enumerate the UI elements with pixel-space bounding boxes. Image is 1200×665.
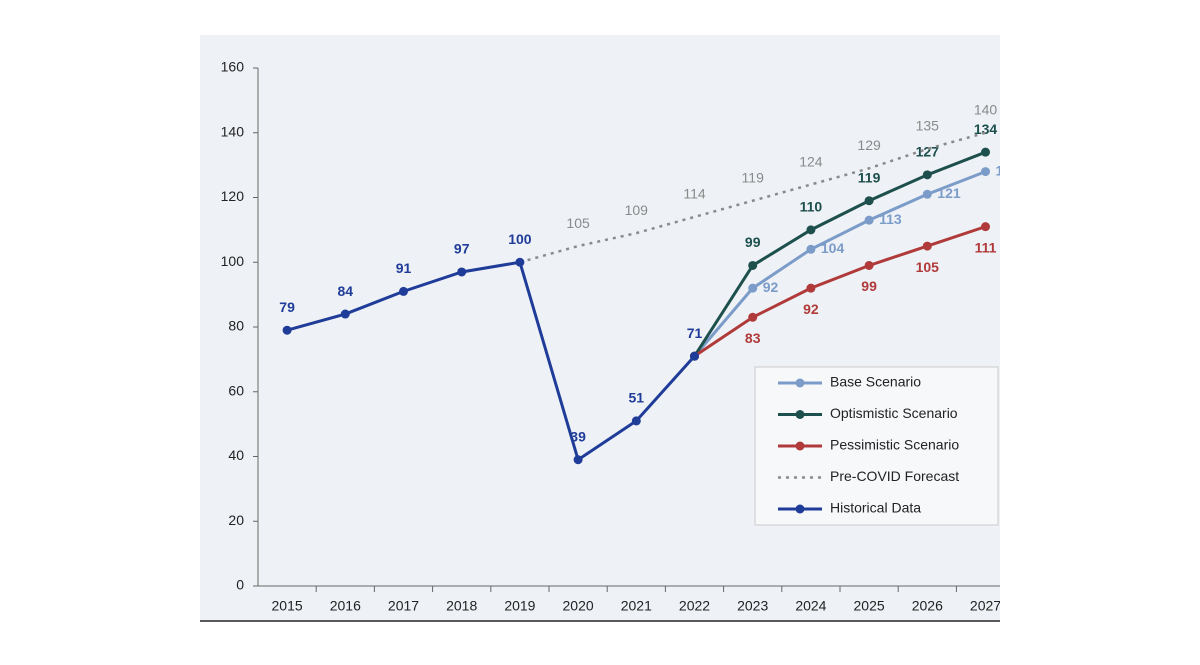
data-label: 104 — [821, 240, 845, 256]
legend-label: Pessimistic Scenario — [830, 437, 959, 453]
point — [981, 222, 990, 232]
data-label: 140 — [974, 101, 998, 117]
x-tick-label: 2015 — [272, 598, 303, 614]
data-label: 111 — [975, 239, 997, 255]
chart-panel — [200, 35, 1000, 620]
x-tick-label: 2025 — [854, 598, 885, 614]
data-label: 100 — [508, 231, 532, 247]
data-label: 124 — [799, 153, 823, 169]
x-tick-label: 2021 — [621, 598, 652, 614]
y-tick-label: 80 — [228, 318, 244, 334]
y-tick-label: 120 — [221, 188, 245, 204]
data-label: 110 — [800, 199, 823, 215]
series-line — [519, 131, 986, 264]
x-tick-label: 2023 — [737, 598, 768, 614]
legend: Base Scenario Optismistic Scenario Pessimi… — [754, 366, 999, 526]
data-label: 99 — [861, 278, 877, 294]
data-label: 51 — [629, 390, 645, 406]
y-tick-label: 140 — [221, 123, 245, 139]
y-tick-label: 60 — [228, 382, 244, 398]
point — [515, 257, 525, 267]
series-line — [693, 225, 986, 358]
x-tick-label: 2026 — [912, 598, 943, 614]
y-tick-label: 0 — [236, 577, 244, 593]
series-line — [286, 260, 696, 463]
x-tick-label: 2022 — [679, 598, 710, 614]
data-label: 129 — [857, 137, 881, 153]
point — [282, 325, 292, 335]
legend-label: Base Scenario — [830, 374, 921, 390]
point — [922, 170, 932, 180]
data-label: 84 — [338, 283, 354, 299]
y-tick-label: 20 — [228, 512, 244, 528]
point — [864, 260, 874, 270]
legend-marker — [795, 504, 805, 514]
point — [806, 244, 816, 254]
data-label: 105 — [916, 259, 940, 275]
x-tick-label: 2016 — [330, 598, 361, 614]
x-tick-label: 2020 — [563, 598, 594, 614]
data-label: 92 — [803, 301, 819, 317]
legend-label: Historical Data — [830, 500, 921, 516]
point — [340, 309, 350, 319]
y-tick-label: 100 — [221, 253, 245, 269]
data-label: 39 — [570, 428, 586, 444]
x-tick-label: 2018 — [446, 598, 477, 614]
data-label: 79 — [279, 299, 295, 315]
plot: 0 20 40 60 80 100 120 140 160 2015 2016 2017 2018 201… — [221, 59, 1020, 614]
data-label: 114 — [683, 186, 706, 202]
data-label: 119 — [858, 169, 881, 185]
data-label: 134 — [974, 121, 998, 137]
point — [573, 455, 583, 465]
point — [864, 215, 874, 225]
point — [631, 416, 641, 426]
y-tick-label: 40 — [228, 447, 244, 463]
data-label: 109 — [625, 202, 649, 218]
y-tick-label: 160 — [221, 59, 245, 75]
point — [748, 312, 758, 322]
data-label: 119 — [742, 169, 765, 185]
data-label: 71 — [687, 325, 703, 341]
series-line — [693, 170, 987, 358]
data-label: 83 — [745, 330, 761, 346]
data-label: 97 — [454, 241, 470, 257]
data-label: 121 — [937, 185, 961, 201]
data-label: 127 — [916, 144, 940, 160]
data-label: 99 — [745, 234, 761, 250]
point — [748, 260, 758, 270]
x-tick-label: 2019 — [504, 598, 535, 614]
data-label: 91 — [396, 260, 412, 276]
point — [922, 241, 932, 251]
point — [457, 267, 467, 277]
point — [981, 147, 990, 157]
legend-marker — [795, 441, 805, 451]
series-line — [693, 150, 987, 357]
legend-label: Pre-COVID Forecast — [830, 468, 959, 484]
data-label: 113 — [879, 211, 902, 227]
data-label: 135 — [916, 118, 940, 134]
point — [806, 283, 816, 293]
point — [864, 196, 874, 206]
x-tick-label: 2027 — [970, 598, 1001, 614]
point — [981, 167, 990, 177]
legend-label: Optismistic Scenario — [830, 405, 958, 421]
point — [690, 351, 699, 361]
point — [748, 283, 758, 293]
point — [922, 189, 932, 199]
x-tick-label: 2017 — [388, 598, 419, 614]
data-label: 92 — [763, 279, 779, 295]
data-label: 128 — [996, 162, 1020, 178]
legend-marker — [795, 410, 805, 419]
point — [806, 225, 816, 235]
data-label: 105 — [566, 215, 590, 231]
point — [399, 286, 408, 296]
legend-marker — [795, 378, 805, 388]
x-tick-label: 2024 — [795, 598, 826, 614]
